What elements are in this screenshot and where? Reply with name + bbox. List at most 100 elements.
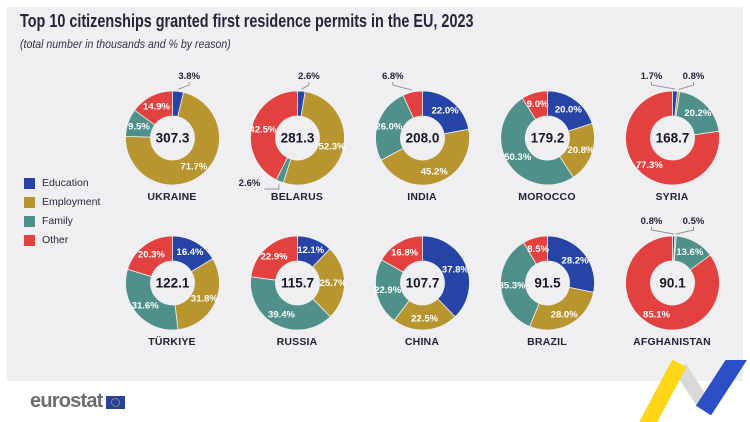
- slice-label: 39.4%: [268, 310, 295, 321]
- slice-label: 14.9%: [143, 101, 170, 112]
- slice-employment: [282, 91, 345, 186]
- leader-line: [391, 82, 412, 91]
- slice-other: [133, 90, 173, 126]
- slice-label: 20.0%: [554, 104, 581, 115]
- country-label: CHINA: [404, 336, 440, 348]
- infographic-panel: [7, 7, 743, 381]
- eurostat-logo[interactable]: eurostat: [30, 391, 125, 411]
- slice-label: 13.6%: [676, 247, 703, 258]
- slice-other: [401, 90, 423, 119]
- legend-label: Family: [42, 215, 73, 227]
- slice-label: 22.5%: [411, 313, 438, 324]
- donut-syria: 20.2% 77.3% 1.7% 0.8% 168.7 SYRIA: [610, 65, 735, 215]
- legend-item-education: Education: [24, 177, 100, 189]
- slice-other: [624, 235, 720, 331]
- country-label: RUSSIA: [276, 336, 318, 348]
- slice-label: 45.2%: [420, 167, 447, 178]
- slice-label: 8.5%: [527, 244, 549, 255]
- donut-india: 22.0% 45.2% 26.0% 6.8% 208.0 INDIA: [360, 65, 485, 215]
- donut-svg: 12.1% 25.7% 39.4% 22.9% 115.7: [249, 235, 347, 331]
- slice-label: 20.3%: [137, 250, 164, 261]
- slice-label: 22.0%: [431, 106, 458, 117]
- total-value: 307.3: [155, 131, 189, 146]
- country-label: BELARUS: [270, 191, 324, 203]
- leader-line: [300, 82, 309, 90]
- total-value: 90.1: [659, 276, 686, 291]
- slice-label-out: 0.5%: [682, 216, 704, 227]
- slice-label: 77.3%: [635, 160, 662, 171]
- total-value: 179.2: [530, 131, 564, 146]
- slice-label: 9.5%: [128, 121, 150, 132]
- total-value: 107.7: [405, 276, 439, 291]
- slice-employment: [528, 286, 594, 331]
- total-value: 122.1: [155, 276, 189, 291]
- legend-swatch-employment: [24, 196, 35, 208]
- slice-label: 52.3%: [318, 141, 345, 152]
- legend: Education Employment Family Other: [24, 177, 100, 253]
- slice-label-out: 2.6%: [298, 71, 320, 82]
- total-value: 168.7: [655, 131, 689, 146]
- slice-other: [522, 235, 548, 265]
- donut-afghanistan: 13.6% 85.1% 0.8% 0.5% 90.1 AFGHANISTAN: [610, 210, 735, 360]
- legend-swatch-education: [24, 177, 35, 189]
- donut-svg: 20.0% 20.8% 50.3% 9.0% 179.2: [499, 90, 595, 186]
- slice-label-out: 2.6%: [238, 178, 260, 189]
- eu-stars-icon: [110, 398, 120, 407]
- legend-swatch-family: [24, 215, 35, 227]
- slice-employment: [174, 258, 220, 331]
- slice-label: 28.0%: [550, 309, 577, 320]
- leader-line: [177, 82, 190, 90]
- slice-label: 85.1%: [643, 310, 670, 321]
- legend-swatch-other: [24, 234, 35, 246]
- country-label: MOROCCO: [518, 191, 576, 203]
- country-label: INDIA: [407, 191, 437, 203]
- slice-other: [126, 235, 173, 278]
- legend-item-other: Other: [24, 234, 100, 246]
- donut-svg: 71.7% 9.5% 14.9% 3.8% 307.3: [124, 71, 220, 186]
- slice-other: [624, 90, 720, 186]
- slice-employment: [124, 91, 220, 186]
- slice-other: [380, 235, 423, 273]
- page-subtitle: (total number in thousands and % by reas…: [20, 37, 231, 51]
- slice-label: 22.9%: [374, 285, 401, 296]
- slice-label: 25.7%: [319, 278, 346, 289]
- donut-brazil: 28.2% 28.0% 35.3% 8.5% 91.5 BRAZIL: [485, 210, 610, 360]
- decorative-zigzag-graphic: [637, 360, 749, 422]
- donut-morocco: 20.0% 20.8% 50.3% 9.0% 179.2 MOROCCO: [485, 65, 610, 215]
- slice-label: 20.2%: [684, 108, 711, 119]
- country-label: TÜRKIYE: [148, 336, 196, 348]
- donut-türkiye: 16.4% 31.8% 31.6% 20.3% 122.1 TÜRKIYE: [110, 210, 235, 360]
- slice-education: [421, 235, 470, 318]
- slice-label: 50.3%: [504, 152, 531, 163]
- donut-svg: 13.6% 85.1% 0.8% 0.5% 90.1: [624, 216, 720, 331]
- slice-family: [499, 97, 574, 186]
- slice-employment: [379, 128, 470, 186]
- legend-item-family: Family: [24, 215, 100, 227]
- slice-label: 16.4%: [176, 247, 203, 258]
- country-label: AFGHANISTAN: [633, 336, 711, 348]
- slice-family: [499, 242, 540, 328]
- slice-label-out: 3.8%: [178, 71, 200, 82]
- legend-item-employment: Employment: [24, 196, 100, 208]
- slice-label: 28.2%: [561, 256, 588, 267]
- slice-label: 22.9%: [260, 251, 287, 262]
- legend-label: Education: [42, 177, 89, 189]
- slice-family: [124, 268, 178, 331]
- slice-label: 26.0%: [375, 122, 402, 133]
- donut-belarus: 52.3% 2.6% 42.5% 2.6% 281.3 BELARUS: [235, 65, 360, 215]
- donut-svg: 20.2% 77.3% 1.7% 0.8% 168.7: [624, 71, 720, 186]
- country-label: SYRIA: [655, 191, 689, 203]
- leader-line: [264, 184, 279, 190]
- donut-svg: 28.2% 28.0% 35.3% 8.5% 91.5: [498, 235, 595, 331]
- slice-label: 20.8%: [567, 145, 594, 156]
- total-value: 281.3: [280, 131, 314, 146]
- slice-label-out: 6.8%: [381, 71, 403, 82]
- slice-education: [546, 235, 595, 293]
- donut-svg: 37.8% 22.5% 22.9% 16.8% 107.7: [374, 235, 470, 331]
- total-value: 208.0: [405, 131, 439, 146]
- country-label: UKRAINE: [147, 191, 197, 203]
- leader-line: [678, 82, 694, 90]
- slice-label: 31.8%: [190, 294, 217, 305]
- slice-label: 9.0%: [526, 99, 548, 110]
- slice-label-out: 0.8%: [640, 216, 662, 227]
